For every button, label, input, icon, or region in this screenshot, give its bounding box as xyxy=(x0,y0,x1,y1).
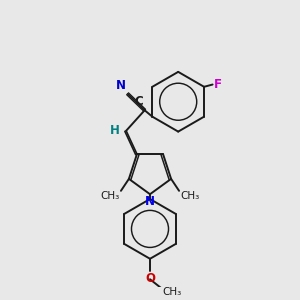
Text: H: H xyxy=(110,124,120,137)
Text: C: C xyxy=(134,95,143,108)
Text: N: N xyxy=(145,195,155,208)
Text: CH₃: CH₃ xyxy=(180,191,200,201)
Text: N: N xyxy=(116,79,126,92)
Text: O: O xyxy=(145,272,155,285)
Text: F: F xyxy=(214,78,222,91)
Text: CH₃: CH₃ xyxy=(100,191,120,201)
Text: CH₃: CH₃ xyxy=(162,287,181,297)
